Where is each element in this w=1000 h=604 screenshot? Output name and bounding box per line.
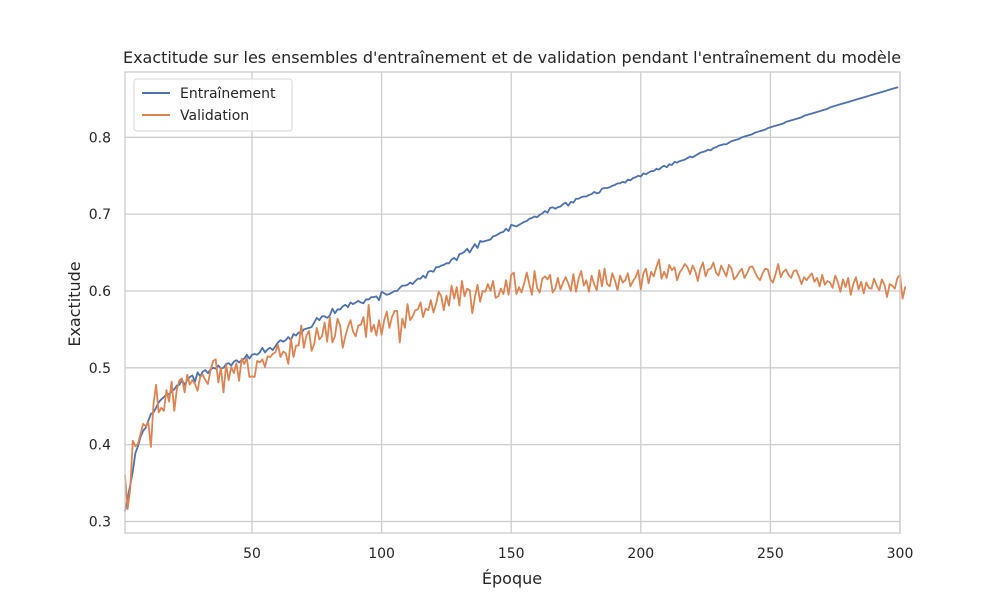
x-tick-label: 150 xyxy=(498,546,525,562)
legend-label-0: Entraînement xyxy=(180,86,276,102)
legend-label-1: Validation xyxy=(180,108,249,124)
series-layer xyxy=(124,86,907,512)
chart-title: Exactitude sur les ensembles d'entraînem… xyxy=(123,48,901,67)
x-axis-title: Époque xyxy=(482,569,542,588)
series-line-0 xyxy=(124,86,899,512)
x-tick-label: 100 xyxy=(368,546,395,562)
legend: Entraînement Validation xyxy=(133,78,293,132)
x-tick-label: 250 xyxy=(757,546,784,562)
y-tick-label: 0.4 xyxy=(89,438,111,454)
x-tick-label: 300 xyxy=(887,546,914,562)
y-tick-label: 0.7 xyxy=(89,207,111,223)
y-axis-title: Exactitude xyxy=(65,261,84,346)
x-tick-label: 200 xyxy=(627,546,654,562)
y-tick-label: 0.3 xyxy=(89,514,111,530)
y-tick-label: 0.8 xyxy=(89,130,111,146)
y-tick-label: 0.6 xyxy=(89,284,111,300)
series-line-1 xyxy=(124,258,907,511)
plot-frame xyxy=(124,71,901,534)
x-tick-label: 50 xyxy=(243,546,261,562)
axes: 50 100 150 200 250 300 0.3 0.4 0.5 0.6 0.7 0.8 xyxy=(89,71,914,562)
plot-area xyxy=(125,72,900,533)
y-tick-label: 0.5 xyxy=(89,361,111,377)
legend-box xyxy=(133,78,293,132)
